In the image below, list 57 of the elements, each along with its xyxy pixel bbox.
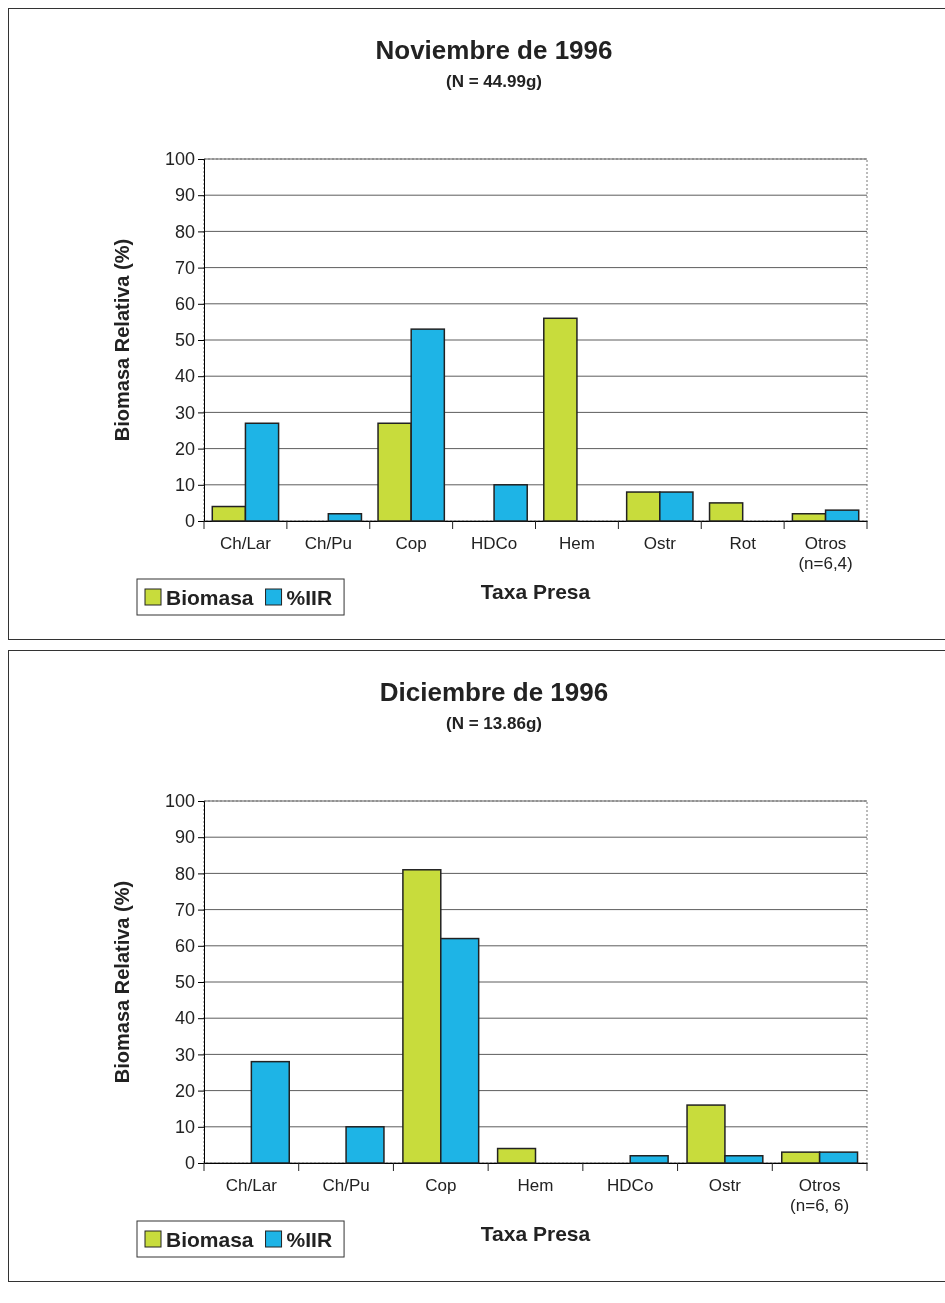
y-tick-label: 10 <box>174 1117 195 1138</box>
y-tick-label: 80 <box>174 221 195 242</box>
x-tick-label: HDCo <box>607 1176 654 1195</box>
y-tick-label: 80 <box>174 863 195 884</box>
bar <box>629 1155 669 1164</box>
x-axis-title: Taxa Presa <box>480 580 591 603</box>
y-tick-label: 40 <box>174 1008 195 1029</box>
x-tick-label: HDCo <box>470 534 518 553</box>
y-tick-label: 50 <box>174 972 195 993</box>
y-tick-label: 100 <box>164 149 195 170</box>
y-tick-label: 30 <box>174 1044 195 1065</box>
y-axis-title: Biomasa Relativa (%) <box>111 880 133 1084</box>
bar <box>250 1060 290 1164</box>
x-tick-label: Ch/Pu <box>322 1176 370 1195</box>
chart-title: Diciembre de 1996 <box>379 677 609 707</box>
bar <box>543 317 578 522</box>
bar <box>345 1126 385 1164</box>
y-tick-label: 70 <box>174 899 195 920</box>
x-tick-label: Cop <box>395 534 427 553</box>
x-tick-label: Rot <box>729 534 757 553</box>
x-tick-label: Hem <box>558 534 595 553</box>
x-tick-label: Ch/Lar <box>219 534 272 553</box>
y-tick-label: 60 <box>174 294 195 315</box>
y-tick-label: 100 <box>164 791 195 812</box>
x-tick-label: Otros (n=6, 6) <box>790 1176 850 1215</box>
y-tick-label: 90 <box>174 827 195 848</box>
bar <box>708 502 744 522</box>
x-tick-label: Cop <box>425 1176 457 1195</box>
x-tick-label: Ch/Lar <box>225 1176 278 1195</box>
chart-title: Noviembre de 1996 <box>375 35 613 65</box>
y-tick-label: 40 <box>174 366 195 387</box>
y-tick-label: 90 <box>174 185 195 206</box>
x-axis-title: Taxa Presa <box>480 1222 591 1245</box>
chart-subtitle: (N = 44.99g) <box>446 72 542 91</box>
legend-label: %IIR <box>286 1228 333 1251</box>
legend-label: Biomasa <box>166 586 254 609</box>
bar <box>493 484 528 522</box>
y-tick-label: 0 <box>184 1153 195 1174</box>
y-tick-label: 60 <box>174 936 195 957</box>
y-tick-label: 30 <box>174 402 195 423</box>
legend-label: %IIR <box>286 586 333 609</box>
bar <box>327 513 363 522</box>
x-tick-label: Ostr <box>643 534 677 553</box>
x-tick-label: Hem <box>517 1176 554 1195</box>
y-tick-label: 70 <box>174 257 195 278</box>
y-tick-label: 50 <box>174 330 195 351</box>
chart-subtitle: (N = 13.86g) <box>446 714 542 733</box>
x-tick-label: Ostr <box>708 1176 742 1195</box>
y-axis-title: Biomasa Relativa (%) <box>111 238 133 442</box>
bar <box>496 1147 537 1164</box>
legend-label: Biomasa <box>166 1228 254 1251</box>
x-tick-label: Ch/Pu <box>304 534 352 553</box>
y-tick-label: 10 <box>174 475 195 496</box>
x-tick-label: Otros (n=6,4) <box>798 534 853 573</box>
y-tick-label: 20 <box>174 1080 195 1101</box>
y-tick-label: 0 <box>184 511 195 532</box>
y-tick-label: 20 <box>174 438 195 459</box>
